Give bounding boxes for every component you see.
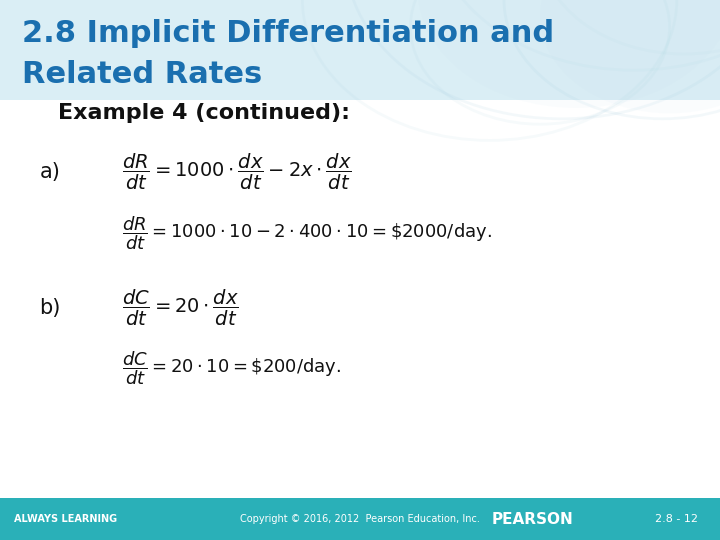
Text: ALWAYS LEARNING: ALWAYS LEARNING (14, 515, 117, 524)
Text: a): a) (40, 161, 60, 182)
Text: b): b) (40, 298, 61, 318)
Text: Related Rates: Related Rates (22, 60, 262, 89)
Text: 2.8 - 12: 2.8 - 12 (655, 515, 698, 524)
FancyBboxPatch shape (0, 0, 720, 100)
Text: 2.8 Implicit Differentiation and: 2.8 Implicit Differentiation and (22, 19, 554, 48)
Text: $\dfrac{dC}{dt} = 20 \cdot \dfrac{dx}{dt}$: $\dfrac{dC}{dt} = 20 \cdot \dfrac{dx}{dt… (122, 288, 240, 328)
Text: PEARSON: PEARSON (492, 512, 574, 527)
Circle shape (540, 0, 720, 113)
Text: $\dfrac{dR}{dt} = 1000 \cdot 10 - 2 \cdot 400 \cdot 10 = \$2000 / \mathrm{day.}$: $\dfrac{dR}{dt} = 1000 \cdot 10 - 2 \cdo… (122, 214, 492, 252)
Text: Copyright © 2016, 2012  Pearson Education, Inc.: Copyright © 2016, 2012 Pearson Education… (240, 515, 480, 524)
Text: Example 4 (continued):: Example 4 (continued): (58, 103, 350, 124)
Text: $\dfrac{dR}{dt} = 1000 \cdot \dfrac{dx}{dt} - 2x \cdot \dfrac{dx}{dt}$: $\dfrac{dR}{dt} = 1000 \cdot \dfrac{dx}{… (122, 152, 352, 192)
Text: $\dfrac{dC}{dt} = 20 \cdot 10 = \$200 / \mathrm{day.}$: $\dfrac{dC}{dt} = 20 \cdot 10 = \$200 / … (122, 349, 342, 387)
FancyBboxPatch shape (0, 498, 720, 540)
Circle shape (418, 0, 720, 108)
